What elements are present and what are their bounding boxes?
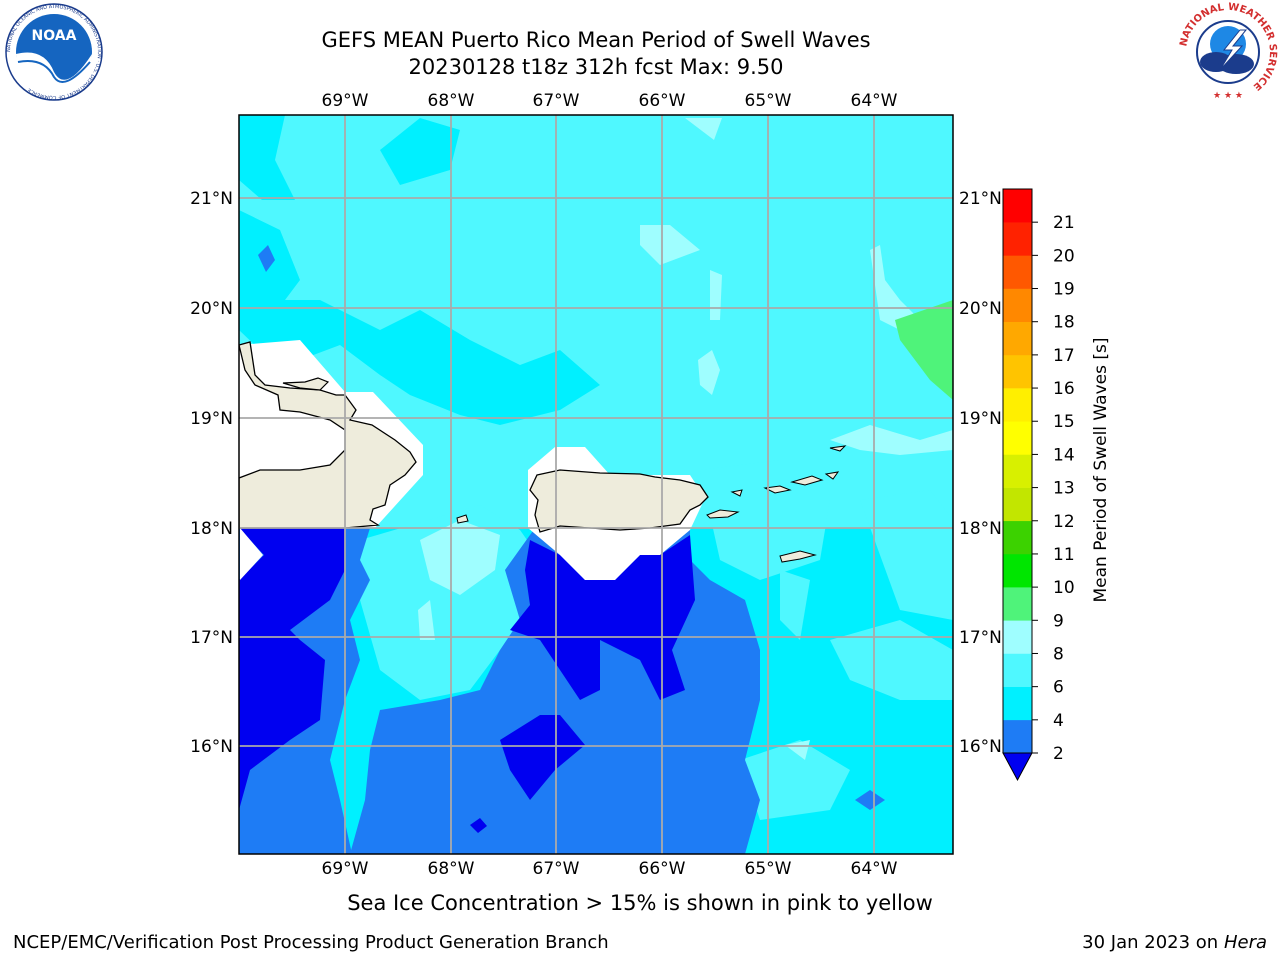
colorbar-tick-label: 20: [1053, 246, 1075, 266]
lat-label-right: 16°N: [959, 737, 1002, 757]
lon-label-top: 64°W: [851, 91, 898, 111]
lon-label-bottom: 67°W: [533, 859, 580, 879]
colorbar-swatch: [1003, 587, 1032, 621]
colorbar-tick-label: 6: [1053, 678, 1064, 698]
colorbar-tick-label: 8: [1053, 644, 1064, 664]
lon-label-bottom: 66°W: [639, 859, 686, 879]
colorbar-swatch: [1003, 620, 1032, 654]
colorbar-swatch: [1003, 189, 1032, 223]
lat-labels-right: 21°N 20°N 19°N 18°N 17°N 16°N: [959, 189, 1002, 757]
svg-text:★ ★ ★: ★ ★ ★: [1213, 91, 1243, 101]
lon-label-bottom: 65°W: [745, 859, 792, 879]
colorbar-tick-label: 12: [1053, 512, 1075, 532]
map-subtitle: 20230128 t18z 312h fcst Max: 9.50: [408, 55, 784, 79]
date-stamp: 30 Jan 2023 on Hera: [1082, 932, 1267, 953]
lat-label-right: 21°N: [959, 189, 1002, 209]
lon-label-top: 67°W: [533, 91, 580, 111]
colorbar-swatch: [1003, 520, 1032, 555]
colorbar-tick-label: 10: [1053, 578, 1075, 598]
credit-text: NCEP/EMC/Verification Post Processing Pr…: [13, 932, 609, 953]
colorbar-swatch: [1003, 686, 1032, 721]
colorbar-tick-label: 16: [1053, 379, 1075, 399]
colorbar: 2 4 6 8 9 10 11 12 13 14 15 16 17 18 19 20 21: [1002, 188, 1075, 782]
map-title: GEFS MEAN Puerto Rico Mean Period of Swe…: [321, 28, 871, 52]
lat-label-right: 20°N: [959, 299, 1002, 319]
colorbar-tick-label: 9: [1053, 611, 1064, 631]
lon-label-top: 68°W: [428, 91, 475, 111]
colorbar-swatch: [1003, 719, 1032, 754]
lat-labels-left: 21°N 20°N 19°N 18°N 17°N 16°N: [190, 189, 233, 757]
lon-label-bottom: 64°W: [851, 859, 898, 879]
colorbar-swatch: [1003, 388, 1032, 422]
colorbar-tick-label: 14: [1053, 445, 1075, 465]
colorbar-tick-label: 13: [1053, 479, 1075, 499]
colorbar-swatch: [1003, 454, 1032, 488]
colorbar-swatch: [1003, 321, 1032, 356]
colorbar-tick-label: 2: [1053, 744, 1064, 764]
lat-label-right: 18°N: [959, 519, 1002, 539]
colorbar-tick-label: 11: [1053, 545, 1075, 565]
lon-labels-top: 69°W 68°W 67°W 66°W 65°W 64°W: [322, 91, 898, 111]
noaa-logo: NOAA NATIONAL OCEANIC AND ATMOSPHERIC AD…: [5, 3, 103, 101]
colorbar-tick-label: 15: [1053, 412, 1075, 432]
lat-label-left: 18°N: [190, 519, 233, 539]
lat-label-left: 21°N: [190, 189, 233, 209]
noaa-logo-text: NOAA: [32, 28, 77, 44]
colorbar-extend-arrow: [1002, 752, 1033, 782]
colorbar-tick-label: 18: [1053, 313, 1075, 333]
colorbar-tick-label: 21: [1053, 213, 1075, 233]
colorbar-label: Mean Period of Swell Waves [s]: [1091, 338, 1111, 603]
lon-label-top: 65°W: [745, 91, 792, 111]
colorbar-frame: [1002, 188, 1033, 754]
colorbar-swatch: [1003, 553, 1032, 588]
lon-labels-bottom: 69°W 68°W 67°W 66°W 65°W 64°W: [322, 859, 898, 879]
colorbar-swatch: [1003, 222, 1032, 256]
nws-logo: NATIONAL WEATHER SERVICE ★ ★ ★: [1178, 2, 1278, 102]
colorbar-swatch: [1003, 421, 1032, 455]
lon-label-bottom: 69°W: [322, 859, 369, 879]
lat-label-left: 19°N: [190, 409, 233, 429]
colorbar-swatch: [1003, 487, 1032, 522]
lon-label-top: 66°W: [639, 91, 686, 111]
lon-label-top: 69°W: [322, 91, 369, 111]
lat-label-right: 19°N: [959, 409, 1002, 429]
map-frame: [238, 114, 954, 855]
lat-label-right: 17°N: [959, 628, 1002, 648]
lon-label-bottom: 68°W: [428, 859, 475, 879]
machine-name: Hera: [1223, 932, 1267, 953]
map-gridlines: [239, 115, 953, 854]
date-text: 30 Jan 2023 on: [1082, 932, 1224, 953]
lat-label-left: 16°N: [190, 737, 233, 757]
lat-label-left: 20°N: [190, 299, 233, 319]
colorbar-swatch: [1003, 354, 1032, 389]
swell-period-field: [239, 115, 953, 854]
colorbar-swatch: [1003, 653, 1032, 687]
sea-ice-note: Sea Ice Concentration > 15% is shown in …: [347, 891, 933, 915]
lat-label-left: 17°N: [190, 628, 233, 648]
colorbar-tick-label: 19: [1053, 280, 1075, 300]
colorbar-swatch: [1003, 255, 1032, 289]
colorbar-swatch: [1003, 288, 1032, 323]
colorbar-tick-label: 4: [1053, 711, 1064, 731]
colorbar-tick-label: 17: [1053, 346, 1075, 366]
